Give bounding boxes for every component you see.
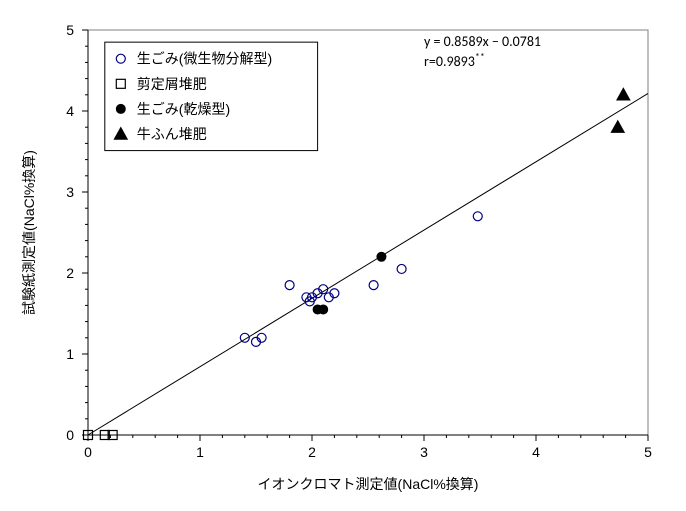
svg-text:4: 4 — [532, 444, 540, 460]
svg-text:1: 1 — [66, 346, 74, 362]
svg-text:3: 3 — [66, 184, 74, 200]
legend: 生ごみ(微生物分解型) 剪定屑堆肥生ごみ(乾燥型) 牛ふん堆肥 — [105, 42, 318, 150]
svg-text:生ごみ(微生物分解型): 生ごみ(微生物分解型) — [137, 51, 272, 67]
svg-text:4: 4 — [66, 103, 74, 119]
equation-line-1: y = 0.8589x − 0.0781 — [424, 33, 541, 50]
y-axis-label: 試験紙測定値(NaCl%換算) — [21, 150, 37, 315]
svg-text:0: 0 — [84, 444, 92, 460]
svg-text:2: 2 — [308, 444, 316, 460]
svg-text:3: 3 — [420, 444, 428, 460]
svg-text:牛ふん堆肥: 牛ふん堆肥 — [137, 126, 207, 142]
scatter-chart: 0 1 2 3 4 5 0 1 2 3 4 5 イオンクロマト測定値(NaCl%換算) 試験紙測定値(Na… — [0, 0, 686, 511]
svg-text:剪定屑堆肥: 剪定屑堆肥 — [137, 76, 207, 92]
svg-text:生ごみ(乾燥型): 生ごみ(乾燥型) — [137, 101, 230, 117]
svg-text:2: 2 — [66, 265, 74, 281]
svg-text:0: 0 — [66, 427, 74, 443]
svg-text:5: 5 — [66, 22, 74, 38]
x-axis-label: イオンクロマト測定値(NaCl%換算) — [258, 476, 479, 492]
svg-text:1: 1 — [196, 444, 204, 460]
svg-text:5: 5 — [644, 444, 652, 460]
